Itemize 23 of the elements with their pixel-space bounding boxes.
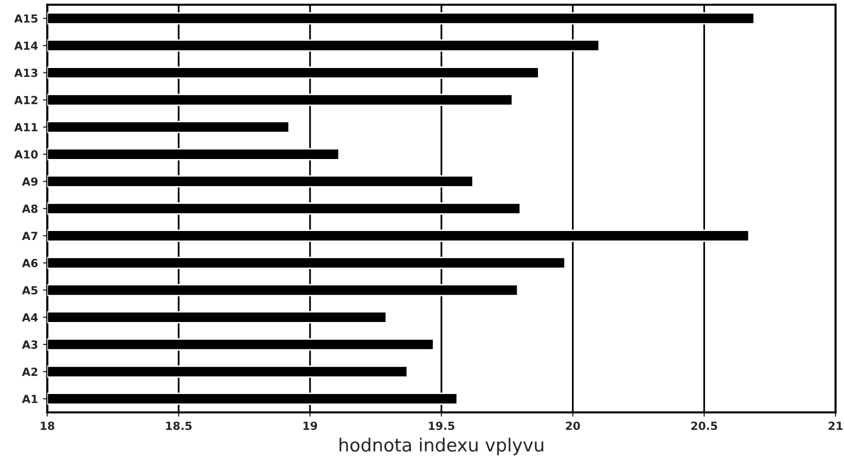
y-tick-label: A14: [14, 42, 38, 50]
y-tick-label: A12: [14, 96, 38, 104]
y-tick-label: A8: [22, 204, 38, 213]
x-axis-title: hodnota indexu vplyvu: [340, 438, 544, 456]
x-tick-label: 20.5: [691, 422, 718, 430]
y-tick-label: A11: [14, 123, 38, 132]
y-tick-label: A13: [14, 68, 38, 78]
y-tick-label: A10: [14, 150, 38, 159]
x-tick-label: 20: [566, 422, 580, 430]
x-tick-label: 18: [40, 422, 54, 430]
y-tick-label: A6: [22, 258, 38, 268]
y-tick-label: A3: [22, 340, 38, 349]
x-tick-label: 19: [304, 422, 318, 430]
x-tick-label: 18.5: [166, 422, 192, 430]
y-tick-label: A7: [22, 232, 38, 240]
x-tick-label: 21: [828, 422, 843, 430]
x-tick-label: 19.5: [428, 422, 454, 430]
y-tick-label: A9: [22, 177, 38, 186]
y-tick-label: A5: [22, 286, 38, 294]
y-tick-label: A1: [22, 394, 38, 404]
y-tick-label: A15: [14, 14, 38, 23]
y-tick-label: A2: [22, 368, 38, 376]
y-tick-label: A4: [22, 313, 38, 322]
